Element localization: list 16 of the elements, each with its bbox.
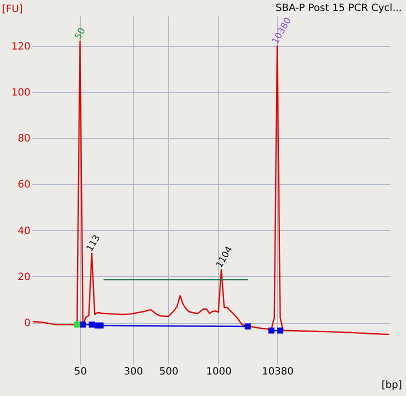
x-tick-label: 50: [74, 366, 87, 378]
y-tick-label: 0: [24, 318, 30, 330]
x-tick-label: 1000: [206, 366, 232, 378]
annotation: 50: [74, 26, 88, 42]
y-tick-label: 40: [18, 226, 30, 237]
x-axis-title: [bp]: [382, 380, 402, 391]
y-tick-label: 80: [18, 134, 30, 145]
y-tick-label: 120: [11, 41, 30, 52]
x-tick-label: 300: [124, 366, 144, 378]
y-tick-label: 100: [11, 88, 30, 99]
y-axis-title: [FU]: [2, 4, 23, 15]
y-tick-label: 60: [18, 180, 30, 191]
y-tick-label: 20: [18, 272, 30, 283]
x-tick-label: 10380: [262, 366, 294, 378]
chart-title: SBA-P Post 15 PCR Cycl...: [275, 3, 402, 14]
x-tick-label: 500: [159, 366, 178, 378]
